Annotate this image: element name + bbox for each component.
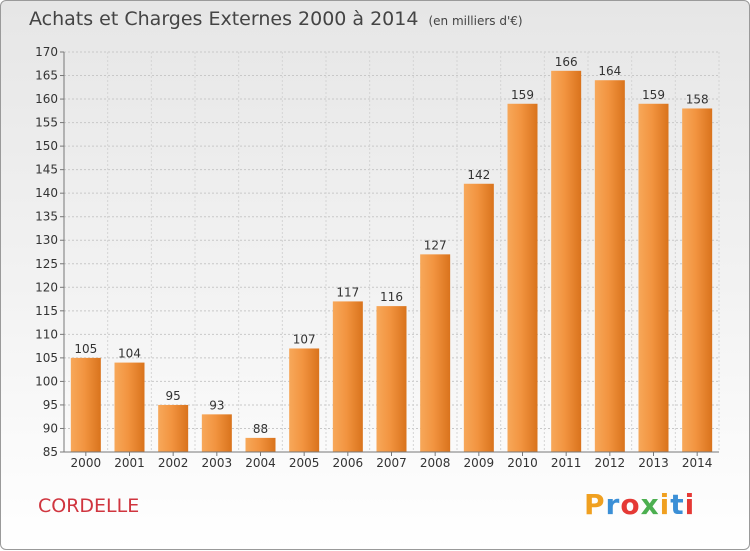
axes: 85 90 95 100 105 110 115 120 125 130 135 140 145 150 1… <box>35 45 719 470</box>
x-tick-label: 2004 <box>245 456 276 470</box>
bar-2003 <box>201 414 232 452</box>
x-tick-label: 2000 <box>71 456 102 470</box>
y-tick-label: 130 <box>35 233 58 247</box>
data-label-2001: 104 <box>118 347 141 361</box>
data-label-2003: 93 <box>209 398 224 412</box>
bar-2007 <box>376 306 407 452</box>
logo-letter: x <box>640 488 660 521</box>
data-label-2005: 107 <box>293 332 316 346</box>
bar-2013 <box>638 103 669 452</box>
bar-2012 <box>594 80 625 452</box>
proxiti-logo: Proxiti <box>584 488 695 521</box>
x-tick-label: 2008 <box>420 456 451 470</box>
y-tick-label: 90 <box>43 421 58 435</box>
x-tick-label: 2011 <box>551 456 582 470</box>
x-tick-label: 2009 <box>464 456 495 470</box>
y-tick-label: 145 <box>35 163 58 177</box>
y-tick-label: 135 <box>35 210 58 224</box>
data-label-2006: 117 <box>336 285 359 299</box>
data-label-2010: 159 <box>511 88 534 102</box>
bar-2005 <box>289 348 320 452</box>
x-tick-label: 2014 <box>682 456 713 470</box>
x-tick-label: 2007 <box>376 456 407 470</box>
y-tick-label: 120 <box>35 280 58 294</box>
logo-letter: i <box>659 488 671 521</box>
y-tick-label: 165 <box>35 69 58 83</box>
chart-title-text: Achats et Charges Externes 2000 à 2014 <box>29 8 419 30</box>
bar-2010 <box>507 103 538 452</box>
x-tick-label: 2006 <box>333 456 364 470</box>
bar-2008 <box>420 254 451 452</box>
x-tick-label: 2013 <box>638 456 669 470</box>
logo-letter: P <box>584 488 606 521</box>
data-label-2007: 116 <box>380 290 403 304</box>
chart-unit: (en milliers d'€) <box>428 14 523 28</box>
x-tick-label: 2003 <box>202 456 233 470</box>
logo-letter: i <box>684 488 696 521</box>
x-tick-label: 2005 <box>289 456 320 470</box>
x-tick-label: 2001 <box>114 456 145 470</box>
data-label-2013: 159 <box>642 88 665 102</box>
bar-2009 <box>463 183 494 452</box>
y-tick-label: 160 <box>35 92 58 106</box>
data-label-2012: 164 <box>598 64 621 78</box>
y-tick-label: 115 <box>35 304 58 318</box>
data-label-2002: 95 <box>166 389 181 403</box>
bar-2001 <box>114 362 145 452</box>
logo-letter: r <box>605 488 621 521</box>
bar-2011 <box>551 70 582 452</box>
commune-name: CORDELLE <box>38 495 140 517</box>
logo-letter: t <box>670 488 685 521</box>
y-tick-label: 85 <box>43 445 58 459</box>
y-tick-label: 170 <box>35 45 58 59</box>
bar-2004 <box>245 437 276 452</box>
y-tick-label: 110 <box>35 327 58 341</box>
data-label-2004: 88 <box>253 422 268 436</box>
x-tick-label: 2010 <box>507 456 538 470</box>
y-tick-label: 125 <box>35 257 58 271</box>
chart-title: Achats et Charges Externes 2000 à 2014 (e… <box>29 8 523 30</box>
bar-2014 <box>682 108 713 453</box>
bar-2000 <box>70 357 101 452</box>
y-tick-label: 95 <box>43 398 58 412</box>
y-tick-label: 155 <box>35 116 58 130</box>
data-label-2011: 166 <box>555 55 578 69</box>
data-label-2009: 142 <box>467 168 490 182</box>
y-tick-label: 140 <box>35 186 58 200</box>
bar-2002 <box>158 404 189 452</box>
bar-2006 <box>332 301 363 452</box>
data-label-2014: 158 <box>686 92 709 106</box>
data-label-2008: 127 <box>424 238 447 252</box>
x-tick-label: 2012 <box>595 456 626 470</box>
y-tick-label: 105 <box>35 351 58 365</box>
y-tick-label: 100 <box>35 374 58 388</box>
x-tick-label: 2002 <box>158 456 189 470</box>
data-label-2000: 105 <box>74 342 97 356</box>
bars: 105 104 95 93 88 107 117 116 127 142 159 166 164 159 1… <box>70 55 713 453</box>
logo-letter: o <box>620 488 641 521</box>
y-tick-label: 150 <box>35 139 58 153</box>
